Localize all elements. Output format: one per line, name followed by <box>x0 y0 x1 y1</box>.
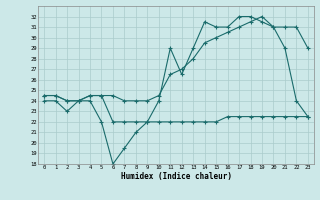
X-axis label: Humidex (Indice chaleur): Humidex (Indice chaleur) <box>121 172 231 181</box>
